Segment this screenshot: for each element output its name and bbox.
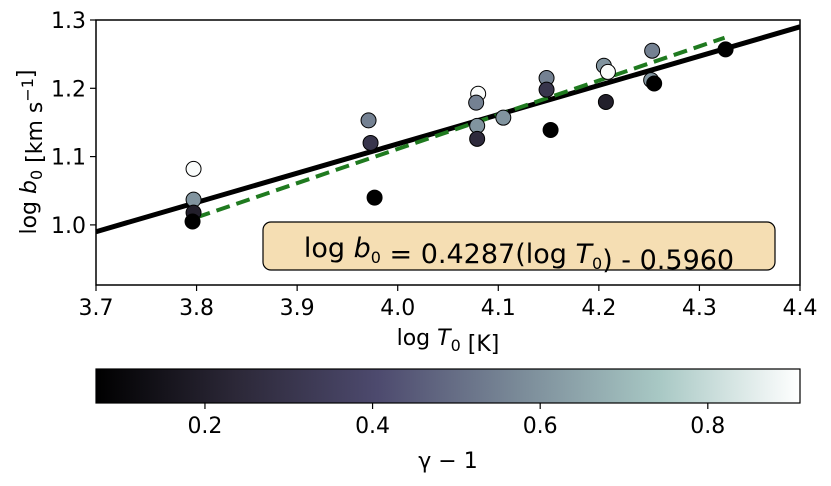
annotation-part: = 0.4287(log (381, 239, 576, 270)
point (495, 109, 512, 126)
x-tick-label: 4.2 (581, 296, 616, 321)
y-axis-label-part: −1 (18, 78, 37, 102)
fit-line (95, 24, 801, 235)
annotation-part: T (576, 239, 595, 270)
y-axis-label-part: [km s (23, 102, 48, 170)
x-tick-label: 4.4 (783, 296, 818, 321)
x-axis-label: log T0 [K] (397, 326, 500, 357)
colorbar-tick-label: 0.6 (523, 414, 558, 439)
annotation-box (262, 221, 776, 271)
x-axis-label-part: 0 (451, 336, 461, 355)
annotation-part: ) - 0.5960 (602, 245, 734, 276)
point (538, 81, 555, 98)
x-tick-label: 3.8 (179, 296, 214, 321)
x-axis-label-part: T (437, 326, 452, 351)
x-tick-label: 4.3 (682, 296, 717, 321)
x-tick-label: 4.0 (380, 296, 415, 321)
y-axis-label-part: b (17, 180, 42, 194)
point (366, 189, 383, 206)
y-axis-label-part: ] (14, 69, 39, 78)
colorbar-label: γ − 1 (418, 449, 477, 474)
point (362, 134, 379, 151)
point (597, 93, 614, 110)
y-tick-label: 1.0 (51, 214, 86, 239)
point (184, 213, 201, 230)
y-tick-label: 1.1 (51, 146, 86, 171)
annotation-part: log (304, 233, 354, 264)
colorbar-tick-label: 0.8 (690, 414, 725, 439)
point (717, 41, 734, 58)
colorbar-tick-label: 0.4 (355, 414, 390, 439)
x-tick-label: 3.7 (79, 296, 114, 321)
annotation-part: 0 (371, 248, 381, 267)
point (185, 160, 202, 177)
mask-right (801, 0, 831, 291)
y-axis-label-part: log (17, 194, 42, 235)
x-tick-label: 4.1 (481, 296, 516, 321)
colorbar-tick-label: 0.2 (187, 414, 222, 439)
y-tick-label: 1.3 (51, 9, 86, 34)
x-tick-label: 3.9 (280, 296, 315, 321)
x-axis-label-part: log (397, 326, 438, 351)
point (360, 112, 377, 129)
y-tick-label: 1.2 (51, 77, 86, 102)
x-axis-label-part: [K] (461, 332, 500, 357)
y-axis-label-part: 0 (27, 170, 46, 180)
point (468, 94, 485, 111)
fit-line (195, 35, 726, 220)
point (644, 42, 661, 59)
y-axis-label: log b0 [km s−1] (14, 69, 48, 234)
colorbar (95, 368, 801, 404)
annotation-part: b (354, 233, 371, 264)
annotation: log b0 = 0.4287(log T0) - 0.5960 (304, 233, 734, 276)
point (542, 121, 559, 138)
point (599, 63, 616, 80)
point (469, 130, 486, 147)
point (646, 75, 663, 92)
plot-frame (95, 19, 801, 286)
annotation-part: 0 (592, 254, 602, 273)
